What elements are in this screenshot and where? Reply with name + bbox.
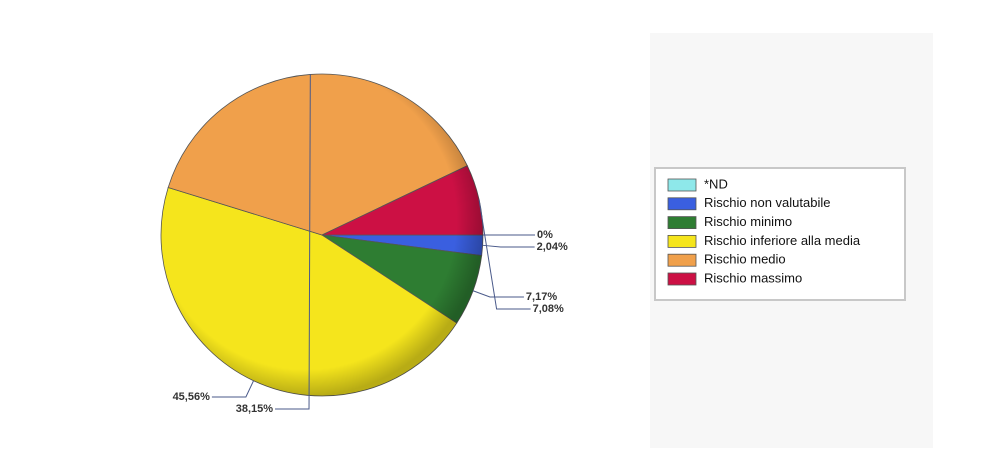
data-label: 7,17% [526, 291, 557, 303]
legend-box [654, 167, 906, 301]
leader-line [472, 290, 524, 298]
leader-line [275, 74, 311, 410]
leader-line [482, 244, 535, 248]
leader-line [478, 199, 531, 310]
legend-swatch [667, 197, 697, 211]
legend-swatch [667, 216, 697, 230]
legend-label: Rischio minimo [704, 214, 792, 229]
legend-swatch [667, 272, 697, 286]
data-label: 0% [537, 229, 553, 241]
legend-swatch [667, 178, 697, 192]
legend-label: Rischio inferiore alla media [704, 233, 861, 248]
legend-label: Rischio medio [704, 252, 786, 267]
legend-swatch [667, 234, 697, 248]
data-label: 2,04% [537, 241, 568, 253]
legend-swatch [667, 253, 697, 267]
data-label: 38,15% [236, 403, 274, 415]
data-label: 45,56% [173, 391, 211, 403]
legend-label: *ND [704, 176, 728, 191]
legend-label: Rischio non valutabile [704, 195, 830, 210]
legend: *ND Rischio non valutabile Rischio minimo R… [667, 176, 861, 286]
legend-label: Rischio massimo [704, 270, 802, 285]
leader-line [211, 380, 254, 398]
labels: 0%2,04% 7,17% 45,56% 38,15% 7,08% [173, 74, 568, 415]
pie [160, 73, 484, 397]
data-label: 7,08% [533, 303, 564, 315]
